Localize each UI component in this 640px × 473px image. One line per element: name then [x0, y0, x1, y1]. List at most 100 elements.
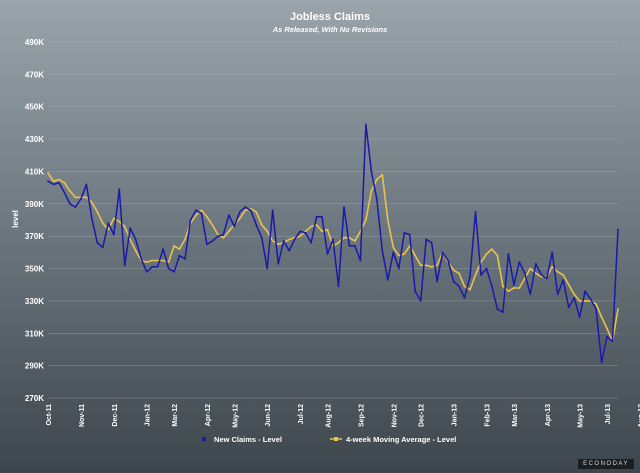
new-claims-point [518, 261, 521, 263]
legend-entry-new-claims[interactable]: New Claims - Level [202, 435, 282, 444]
new-claims-point [491, 285, 493, 288]
moving-average-point [414, 254, 417, 257]
new-claims-point [167, 267, 170, 270]
moving-average-point [496, 254, 499, 257]
moving-average-point [595, 303, 597, 305]
moving-average-point [145, 261, 148, 263]
new-claims-point [392, 251, 395, 254]
new-claims-point [458, 285, 460, 288]
x-tick-label: Mar-13 [512, 404, 519, 427]
moving-average-point [211, 224, 214, 226]
moving-average-point [222, 236, 225, 239]
new-claims-point [266, 267, 269, 270]
new-claims-point [69, 202, 71, 205]
moving-average-point [562, 274, 565, 276]
x-tick-label: May-13 [578, 404, 585, 428]
moving-average-point [156, 259, 159, 262]
new-claims-point [326, 253, 329, 255]
moving-average-point [600, 316, 603, 318]
moving-average-point [85, 196, 88, 199]
new-claims-point [354, 245, 356, 247]
x-axis-ticks: Oct-11 Nov-11 Dec-11 Jan-12 Mar-12 Apr-12 May-… [46, 404, 640, 428]
new-claims-point [162, 248, 165, 251]
chart-title: Jobless Claims [290, 11, 370, 23]
new-claims-point [217, 235, 219, 238]
x-tick-label: Apr-13 [545, 404, 552, 426]
new-claims-point [375, 198, 378, 200]
moving-average-point [365, 219, 367, 221]
new-claims-point [611, 340, 614, 343]
new-claims-point [299, 230, 301, 233]
moving-average-point [129, 238, 132, 241]
new-claims-point [140, 257, 143, 260]
new-claims-point [403, 232, 406, 234]
new-claims-point [551, 251, 554, 254]
moving-average-point [184, 238, 186, 241]
moving-average-point [271, 240, 274, 242]
moving-average-point [96, 211, 99, 213]
new-claims-point [584, 290, 586, 293]
moving-average-point [178, 248, 181, 251]
new-claims-point [414, 290, 417, 293]
moving-average-point [47, 172, 49, 175]
moving-average-point [584, 300, 586, 302]
new-claims-point [567, 306, 570, 309]
moving-average-point [556, 270, 559, 273]
new-claims-point [606, 335, 608, 338]
new-claims-point [249, 209, 252, 212]
moving-average-point [375, 178, 378, 181]
new-claims-point [513, 283, 515, 286]
legend-marker-moving-average [334, 437, 338, 441]
new-claims-point [52, 183, 55, 186]
new-claims-point [184, 257, 186, 260]
moving-average-point [315, 224, 318, 226]
new-claims-point [47, 180, 49, 183]
new-claims-point [534, 262, 537, 265]
new-claims-point [293, 238, 296, 241]
legend-entry-moving-average[interactable]: 4-week Moving Average - Level [330, 435, 456, 444]
moving-average-point [288, 238, 291, 241]
moving-average-point [419, 264, 422, 267]
new-claims-point [381, 249, 384, 252]
moving-average-point [403, 253, 406, 255]
moving-average-point [381, 173, 384, 176]
moving-average-point [551, 266, 554, 268]
new-claims-point [332, 238, 334, 241]
new-claims-point [463, 296, 466, 299]
x-tick-label: Nov-12 [391, 404, 398, 427]
new-claims-point [386, 279, 389, 281]
moving-average-point [452, 269, 455, 272]
new-claims-point [151, 266, 154, 268]
moving-average-point [266, 230, 269, 233]
x-tick-label: Jul-13 [605, 404, 612, 424]
moving-average-point [74, 196, 77, 199]
new-claims-point [211, 240, 214, 242]
x-tick-label: May-12 [232, 404, 239, 428]
new-claims-point [480, 274, 482, 276]
grid-lines [48, 41, 618, 399]
new-claims-point [617, 228, 619, 231]
moving-average-point [217, 233, 219, 236]
new-claims-point [260, 236, 263, 239]
new-claims-point [80, 198, 82, 200]
moving-average-point [518, 287, 521, 289]
new-claims-point [523, 272, 526, 275]
moving-average-point [52, 180, 55, 183]
series-layer [47, 123, 619, 364]
new-claims-point [600, 361, 603, 364]
new-claims-point [189, 219, 192, 221]
new-claims-point [365, 123, 367, 126]
moving-average-point [58, 178, 60, 181]
new-claims-point [425, 238, 428, 241]
new-claims-point [370, 170, 373, 173]
moving-average-point [69, 190, 71, 192]
moving-average-point [386, 219, 389, 221]
x-tick-label: Sep-12 [358, 404, 365, 427]
moving-average-point [304, 230, 307, 233]
moving-average-point [200, 209, 203, 212]
series-moving-average [47, 172, 619, 343]
new-claims-point [496, 308, 499, 310]
moving-average-point [458, 272, 460, 275]
